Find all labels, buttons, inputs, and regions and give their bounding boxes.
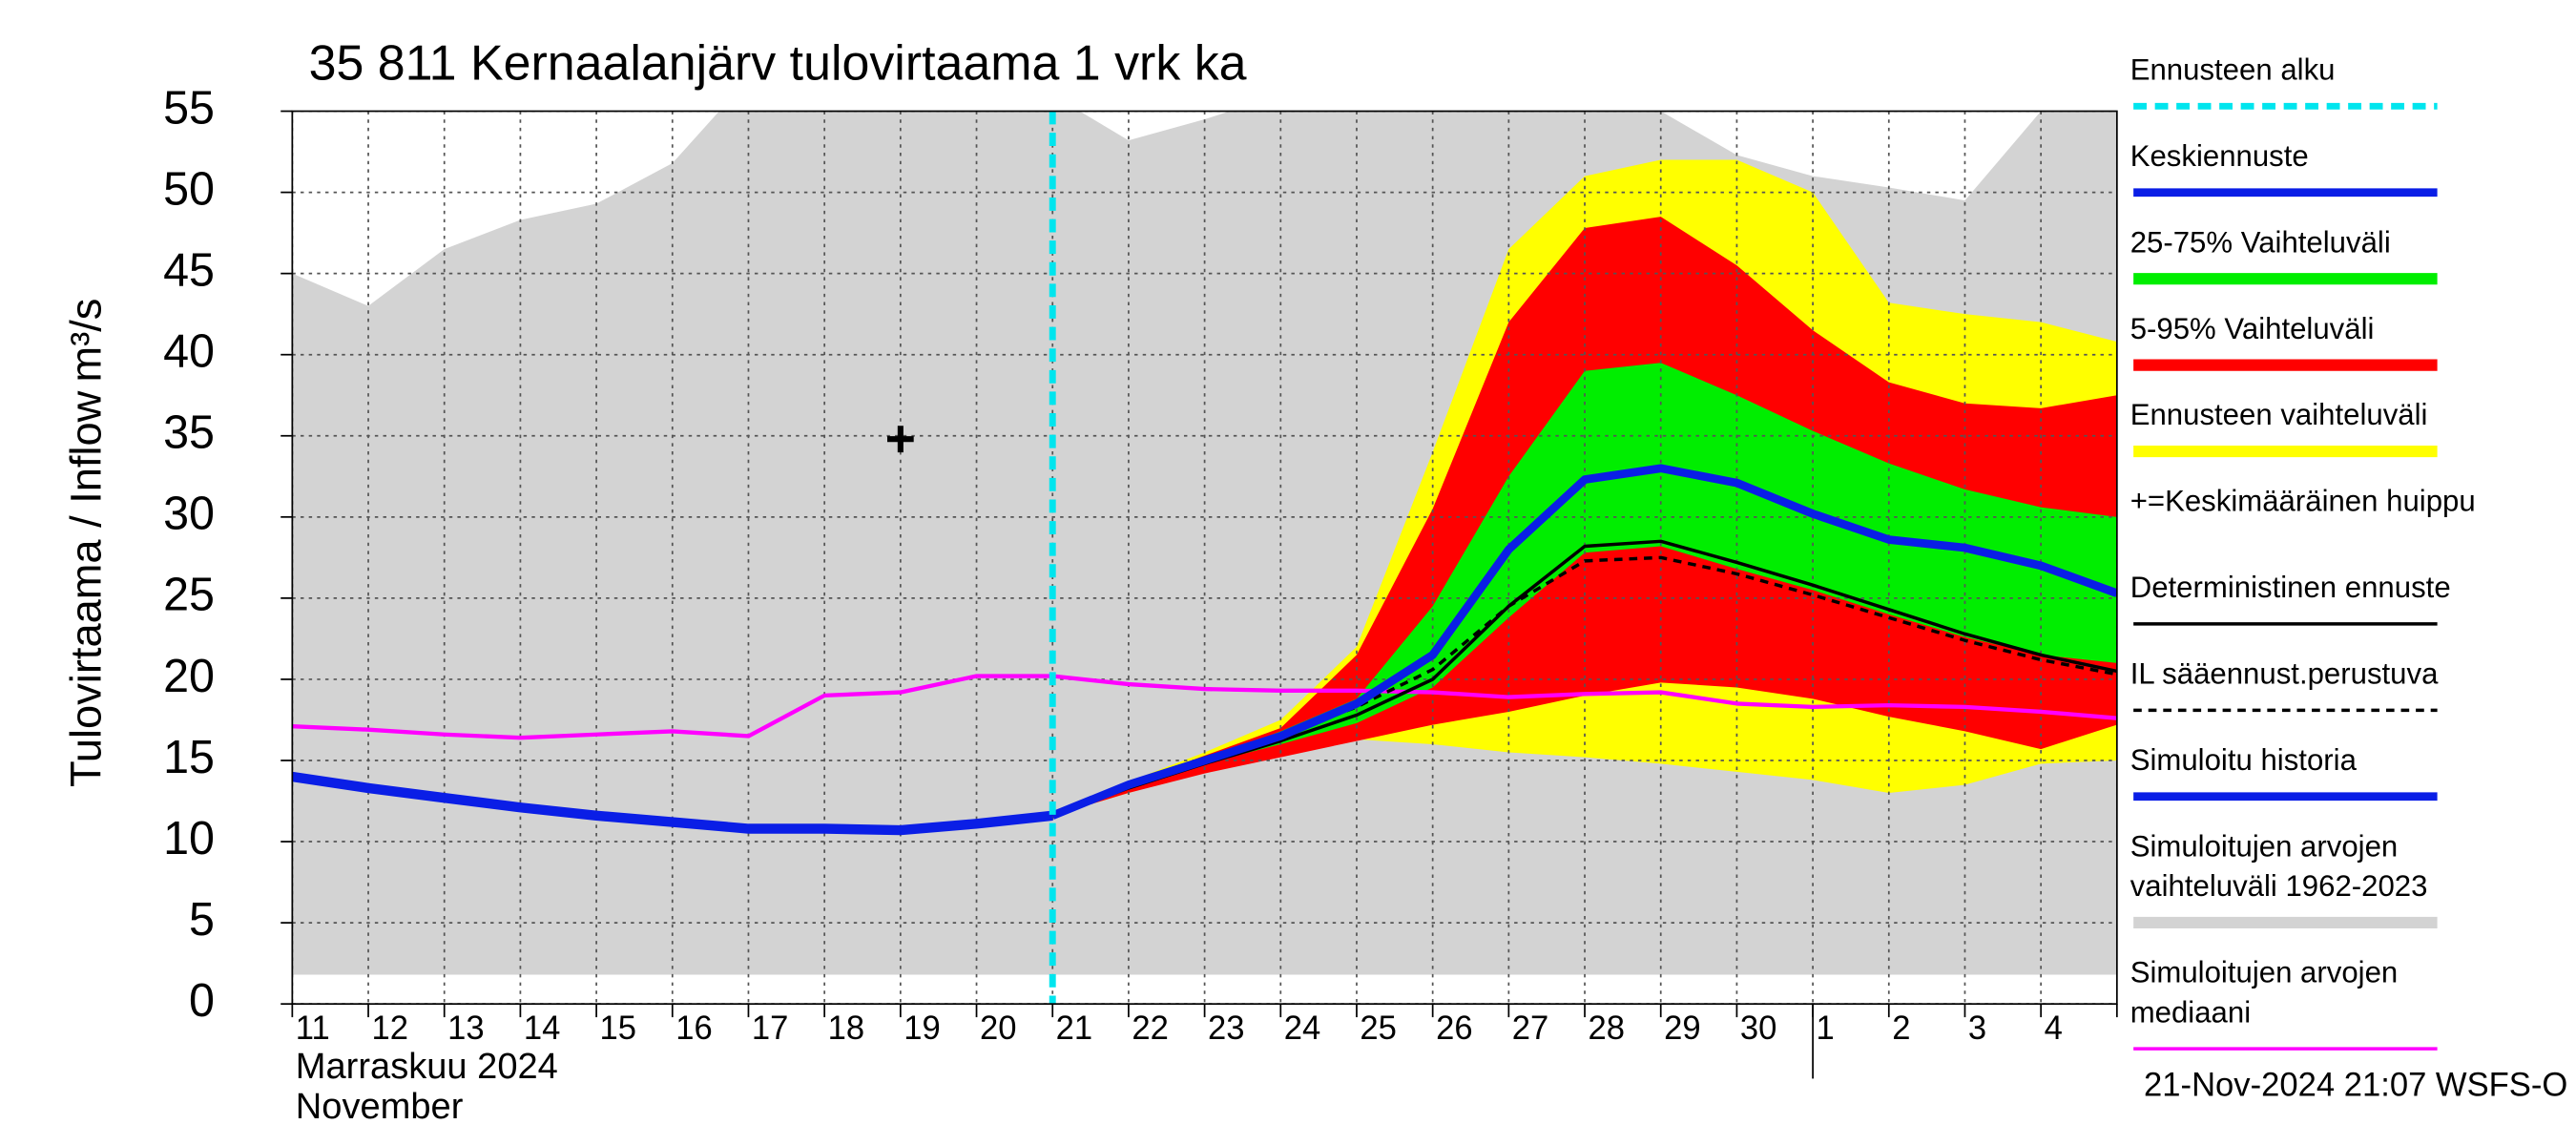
plot-area [292, 111, 2117, 1005]
peak-marker [886, 426, 914, 453]
line [292, 771, 1053, 836]
x-tick-label: 20 [980, 1010, 1017, 1047]
legend-text: Keskiennuste [2129, 139, 2309, 173]
y-tick-label: 40 [163, 325, 215, 377]
y-tick-label: 55 [163, 82, 215, 134]
x-tick-label: 16 [675, 1010, 713, 1047]
month-label: Marraskuu 2024 [296, 1046, 558, 1087]
legend-label: IL sääennust.perustuva [2129, 656, 2439, 691]
x-tick-label: 3 [1968, 1010, 1986, 1047]
x-tick-label: 30 [1740, 1010, 1777, 1047]
x-tick-label: 24 [1284, 1010, 1321, 1047]
band [1052, 363, 2117, 816]
y-axis-unit: m³/s [61, 299, 110, 383]
x-tick-label: 17 [752, 1010, 789, 1047]
x-tick-label: 28 [1588, 1010, 1625, 1047]
legend-label: Ennusteen alku [2129, 52, 2336, 87]
y-tick-label: 15 [163, 732, 215, 783]
x-tick-label: 19 [904, 1010, 941, 1047]
y-tick-label: 10 [163, 813, 215, 864]
legend-text: Simuloitujen arvojen vaihteluväli 1962-2… [2129, 829, 2428, 904]
legend-text: 5-95% Vaihteluväli [2129, 311, 2375, 345]
footer: 21-Nov-2024 21:07 WSFS-O [2144, 1067, 2567, 1103]
chart-title: 35 811 Kernaalanjärv tulovirtaama 1 vrk … [309, 35, 1247, 91]
line [1051, 555, 2117, 818]
legend-text: Simuloitujen arvojen mediaani [2129, 955, 2399, 1030]
legend-label: Simuloitujen arvojen vaihteluväli 1962-2… [2129, 829, 2428, 904]
line [1050, 464, 2117, 820]
legend-label: +=Keskimääräinen huippu [2129, 484, 2476, 518]
x-tick-label: 4 [2045, 1010, 2063, 1047]
x-tick-label: 15 [600, 1010, 637, 1047]
legend-label: Deterministinen ennuste [2129, 571, 2451, 605]
legend-text: +=Keskimääräinen huippu [2129, 484, 2476, 518]
y-tick-label: 30 [163, 489, 215, 540]
legend-label: Keskiennuste [2129, 139, 2309, 173]
legend-text: Ennusteen alku [2129, 52, 2336, 87]
legend-label: 25-75% Vaihteluväli [2129, 225, 2391, 260]
y-tick-label: 45 [163, 244, 215, 296]
x-tick-label: 29 [1664, 1010, 1701, 1047]
x-tick-label: 22 [1132, 1010, 1169, 1047]
legend-text: 25-75% Vaihteluväli [2129, 225, 2391, 260]
y-axis-label: Tulovirtaama / Inflow [61, 390, 110, 787]
legend-text: Simuloitu historia [2129, 743, 2357, 777]
legend: Ennusteen alku Keskiennuste 25-75% Vaihtel… [2129, 52, 2476, 1051]
legend-label: 5-95% Vaihteluväli [2129, 311, 2375, 345]
x-tick-label: 13 [447, 1010, 485, 1047]
legend-text: IL sääennust.perustuva [2129, 656, 2439, 691]
x-tick-label: 18 [828, 1010, 865, 1047]
month-label: November [296, 1086, 464, 1127]
x-tick-label: 26 [1436, 1010, 1473, 1047]
y-tick-label: 35 [163, 407, 215, 459]
x-tick-label: 1 [1817, 1010, 1835, 1047]
legend-text: Ennusteen vaihteluväli [2129, 398, 2428, 432]
legend-label: Ennusteen vaihteluväli [2129, 398, 2428, 432]
legend-label: Simuloitujen arvojen mediaani [2129, 955, 2399, 1030]
y-tick-label: 5 [189, 894, 215, 946]
x-tick-label: 12 [371, 1010, 408, 1047]
y-tick-label: 0 [189, 975, 215, 1027]
x-tick-label: 27 [1512, 1010, 1549, 1047]
y-tick-label: 50 [163, 163, 215, 215]
x-tick-label: 23 [1208, 1010, 1245, 1047]
x-tick-label: 11 [296, 1010, 330, 1047]
y-tick-label: 25 [163, 570, 215, 621]
x-tick-label: 14 [524, 1010, 561, 1047]
legend-text: Deterministinen ennuste [2129, 571, 2451, 605]
line [292, 674, 2117, 740]
legend-label: Simuloitu historia [2129, 743, 2357, 777]
x-tick-label: 25 [1360, 1010, 1397, 1047]
plot-frame [291, 110, 2118, 1006]
x-tick-label: 2 [1892, 1010, 1910, 1047]
x-tick-label: 21 [1056, 1010, 1093, 1047]
y-tick-label: 20 [163, 651, 215, 702]
